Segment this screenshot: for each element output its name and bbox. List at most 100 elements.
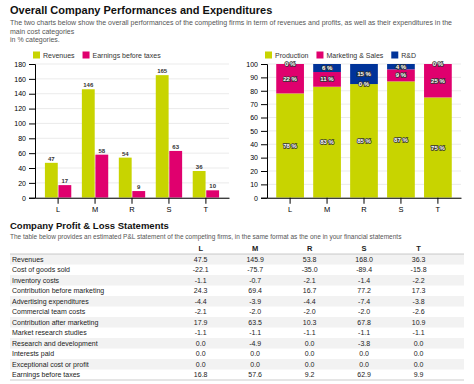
- subtitle: The two charts below show the overall pe…: [10, 19, 452, 44]
- table-cell: 36.3: [412, 256, 426, 263]
- grid-line: [35, 138, 229, 139]
- legend: Revenues Earnings before taxes: [33, 52, 161, 60]
- x-tick-mark: [132, 198, 133, 204]
- y-tick-mark: [29, 183, 35, 184]
- x-tick-mark: [400, 198, 401, 204]
- data-label: 11 %: [320, 76, 334, 82]
- y-tick: 0: [22, 194, 35, 201]
- y-tick-label: 100: [246, 61, 258, 68]
- table-cell: 16.7: [303, 287, 317, 294]
- grid-line: [35, 108, 229, 109]
- table-row-label: Interests paid: [12, 350, 54, 358]
- y-tick: 100: [14, 120, 35, 127]
- x-tick-label: S: [398, 205, 403, 214]
- table-cell: -2.0: [304, 308, 316, 315]
- y-tick: 80: [18, 135, 35, 142]
- table-cell: 9.9: [414, 371, 424, 378]
- table-border: [10, 380, 464, 381]
- text-line: The table below provides an estimated P&…: [10, 233, 402, 241]
- x-tick-mark: [437, 198, 438, 204]
- data-label: 9: [137, 184, 141, 190]
- x-tick-mark: [168, 198, 169, 204]
- y-tick: 10: [250, 181, 267, 188]
- x-tick-mark: [58, 198, 59, 204]
- table-cell: 0.0: [196, 361, 206, 368]
- data-label: 36: [196, 164, 203, 170]
- x-tick-label: M: [92, 205, 98, 214]
- legend-label: R&D: [401, 52, 416, 59]
- legend-item: Earnings before taxes: [83, 52, 162, 60]
- bars: [45, 75, 219, 198]
- table-cell: 53.8: [303, 256, 317, 263]
- y-tick: 0: [254, 194, 267, 201]
- table-cell: -35.0: [302, 266, 318, 273]
- x-axis: LMRST: [268, 198, 462, 214]
- table-cell: 17.9: [194, 319, 208, 326]
- table-cell: 10.9: [412, 319, 426, 326]
- table-cell: 67.8: [357, 319, 371, 326]
- legend-item: R&D: [391, 52, 416, 59]
- data-label: 87 %: [394, 137, 408, 143]
- data-label: 0 %: [359, 81, 370, 87]
- title: Overall Company Performances and Expendi…: [10, 4, 272, 16]
- table-cell: -1.1: [304, 329, 316, 336]
- grid-line: [35, 93, 229, 94]
- table-title: Company Profit & Loss Statements: [10, 220, 169, 231]
- bar: [206, 190, 219, 197]
- table-cell: 10.3: [303, 319, 317, 326]
- data-label: 54: [122, 151, 129, 157]
- table-cell: -2.2: [413, 277, 425, 284]
- legend-item: Revenues: [33, 52, 75, 59]
- y-tick: 100: [246, 61, 267, 68]
- row-background: [10, 296, 464, 307]
- data-label: 78 %: [283, 143, 297, 149]
- table-cell: 24.3: [194, 287, 208, 294]
- data-label: 0 %: [285, 61, 296, 67]
- table-header: R: [307, 244, 313, 253]
- x-tick-mark: [205, 198, 206, 204]
- table-cell: 0.0: [359, 361, 369, 368]
- x-tick: L: [56, 198, 60, 214]
- bar: [119, 158, 132, 198]
- text-line: The two charts below show the overall pe…: [10, 19, 452, 27]
- table-cell: 0.0: [414, 350, 424, 357]
- table-cell: 17.3: [412, 287, 426, 294]
- table-cell: 77.2: [357, 287, 371, 294]
- x-tick: T: [436, 198, 441, 214]
- table-cell: -15.8: [411, 266, 427, 273]
- bar-segment: [387, 81, 415, 197]
- y-tick-mark: [261, 171, 267, 172]
- y-tick-mark: [29, 168, 35, 169]
- y-tick: 180: [14, 61, 35, 68]
- y-axis-line: [261, 65, 268, 199]
- y-tick: 30: [250, 154, 267, 161]
- data-label: 75 %: [431, 145, 445, 151]
- row-background: [10, 275, 464, 286]
- y-tick: 120: [14, 105, 35, 112]
- table-cell: 168.0: [355, 256, 373, 263]
- legend-label: Earnings before taxes: [93, 52, 162, 60]
- bar-segment: [424, 97, 452, 197]
- row-background: [10, 359, 464, 370]
- table-cell: 0.0: [250, 350, 260, 357]
- table-cell: -1.1: [358, 329, 370, 336]
- table-cell: -2.0: [249, 308, 261, 315]
- table-row-label: Research and development: [12, 340, 98, 348]
- table-cell: 0.0: [414, 361, 424, 368]
- y-tick-mark: [261, 64, 267, 65]
- data-label: 83 %: [320, 139, 334, 145]
- bar-segment: [387, 69, 415, 81]
- legend-swatch: [316, 52, 323, 59]
- y-tick-label: 40: [250, 141, 258, 148]
- grid: [35, 64, 229, 198]
- x-tick: T: [204, 198, 209, 214]
- x-tick-mark: [95, 198, 96, 204]
- table-cell: 9.2: [305, 371, 315, 378]
- table-subtitle: The table below provides an estimated P&…: [10, 233, 402, 241]
- data-label: 146: [83, 82, 94, 88]
- data-label: 85 %: [357, 138, 371, 144]
- legend-label: Revenues: [43, 52, 75, 59]
- table-cell: -0.7: [249, 277, 261, 284]
- table-cell: -3.9: [249, 298, 261, 305]
- y-tick-mark: [261, 104, 267, 105]
